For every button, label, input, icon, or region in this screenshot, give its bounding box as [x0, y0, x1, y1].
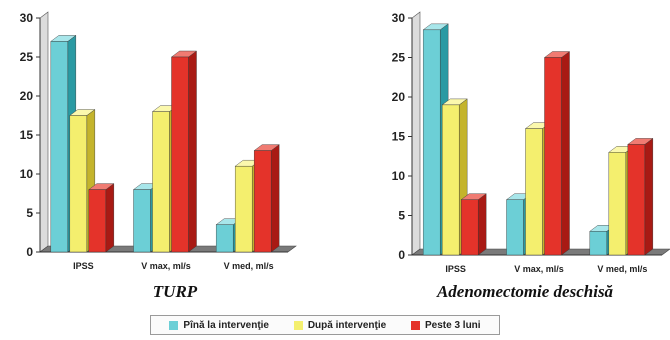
y-tick-label: 15 — [20, 128, 34, 142]
legend-swatch-after — [293, 320, 303, 330]
bar-adenomectomie-before-2 — [589, 231, 608, 256]
bar-adenomectomie-3-months-2-side — [644, 137, 654, 256]
bar-turp-3-months-2 — [253, 150, 272, 253]
bar-turp-before-2 — [215, 224, 234, 253]
y-tick-label: 30 — [392, 11, 406, 25]
legend-swatch-3-months — [410, 320, 420, 330]
y-tick-label: 10 — [20, 167, 34, 181]
y-tick-label: 0 — [398, 248, 405, 262]
x-tick-label: V med, ml/s — [224, 261, 274, 271]
bar-adenomectomie-3-months-1 — [544, 57, 562, 256]
legend-item-before: Pînă la intervenţie — [169, 320, 269, 331]
bar-adenomectomie-3-months-1-side — [561, 51, 570, 256]
y-tick-label: 25 — [20, 50, 34, 64]
chart-title-adenomectomie: Adenomectomie deschisă — [436, 282, 614, 301]
left-wall — [39, 11, 49, 253]
bar-turp-3-months-0 — [88, 189, 107, 253]
bar-turp-3-months-2-side — [270, 144, 280, 253]
legend: Pînă la intervenţie După intervenţie Pes… — [150, 315, 500, 335]
bar-turp-3-months-0-side — [105, 183, 115, 253]
y-tick-label: 15 — [392, 130, 406, 144]
left-wall — [411, 11, 421, 256]
bar-adenomectomie-after-1 — [525, 128, 543, 256]
bar-turp-before-0 — [50, 41, 69, 253]
legend-swatch-before — [169, 320, 179, 330]
x-tick-label: IPSS — [445, 264, 466, 274]
y-tick-label: 20 — [392, 90, 406, 104]
bar-turp-after-1 — [152, 111, 170, 253]
bar-adenomectomie-before-1 — [506, 199, 524, 256]
bar-turp-after-2 — [234, 165, 253, 253]
y-tick-label: 0 — [26, 245, 33, 259]
bar-adenomectomie-3-months-0-side — [477, 193, 487, 256]
legend-item-after: După intervenţie — [293, 319, 387, 331]
y-tick-label: 5 — [26, 206, 33, 220]
bar-adenomectomie-before-0 — [422, 29, 441, 256]
legend-label-after: După intervenţie — [307, 319, 387, 331]
x-tick-label: V max, ml/s — [141, 261, 191, 271]
bar-adenomectomie-after-2 — [608, 152, 627, 256]
chart-title-turp: TURP — [152, 282, 198, 301]
legend-label-3-months: Peste 3 luni — [424, 319, 481, 331]
y-tick-label: 5 — [398, 209, 405, 223]
bar-adenomectomie-after-0 — [441, 104, 460, 256]
y-tick-label: 30 — [20, 11, 34, 25]
x-tick-label: V med, ml/s — [597, 264, 647, 274]
bar-turp-3-months-1-side — [188, 50, 197, 253]
bar-turp-before-1 — [133, 189, 151, 253]
y-tick-label: 25 — [392, 51, 406, 65]
bar-turp-after-0 — [69, 115, 88, 253]
x-tick-label: V max, ml/s — [514, 264, 564, 274]
bar-adenomectomie-3-months-2 — [627, 144, 646, 256]
chart-canvas: 0 5 10 15 20 25 30 IPSS V max, ml/s V med, ml/s 0 5… — [20, 11, 670, 274]
x-tick-label: IPSS — [73, 261, 94, 271]
y-tick-label: 20 — [20, 89, 34, 103]
bar-turp-3-months-1 — [171, 56, 189, 253]
y-tick-label: 10 — [392, 169, 406, 183]
legend-item-3-months: Peste 3 luni — [410, 319, 481, 331]
legend-label-before: Pînă la intervenţie — [183, 319, 269, 331]
bar-adenomectomie-3-months-0 — [460, 199, 479, 256]
